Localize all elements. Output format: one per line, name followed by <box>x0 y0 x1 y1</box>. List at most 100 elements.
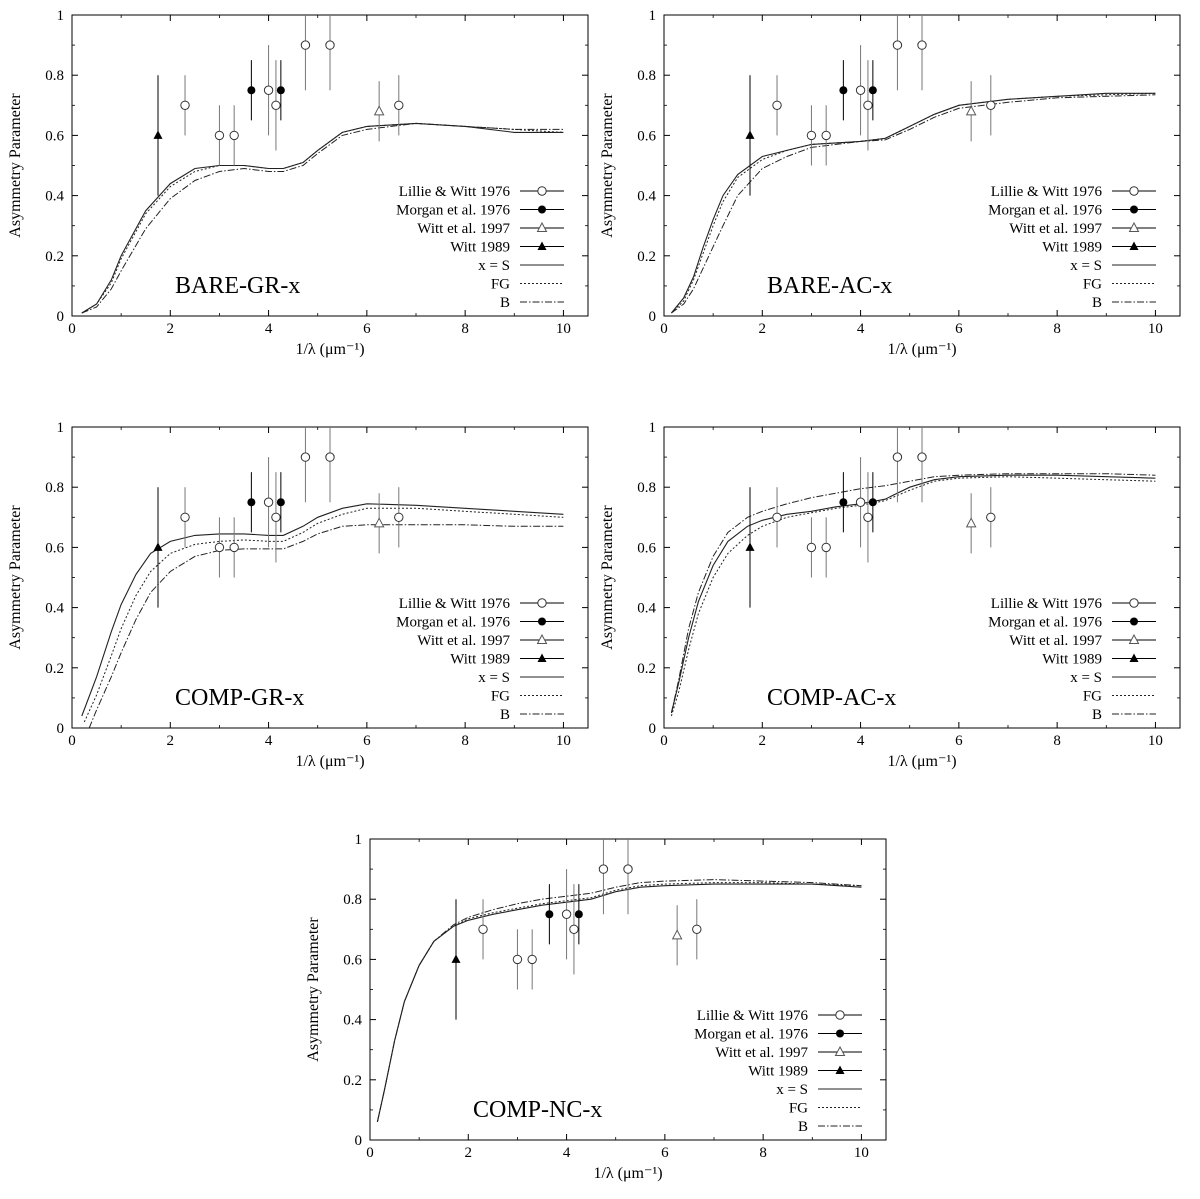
legend-label: Lillie & Witt 1976 <box>991 184 1103 200</box>
chart-panel-5: 0 2 4 6 8 10 0 0.2 0.4 0.6 0.8 1 1/λ (μm⁻¹) Asymmetry… <box>305 832 887 1182</box>
legend-marker <box>537 598 547 608</box>
legend-marker <box>1130 617 1138 626</box>
x-axis-label: 1/λ (μm⁻¹) <box>887 753 956 770</box>
data-point-lillie-witt-1976 <box>229 542 239 553</box>
data-point-lillie-witt-1976 <box>263 497 274 507</box>
x-tick-label: 2 <box>465 1145 473 1161</box>
data-point-lillie-witt-1976 <box>623 864 633 874</box>
x-tick-label: 6 <box>363 733 371 749</box>
y-tick-label: 0 <box>57 309 65 325</box>
legend-label: B <box>1092 707 1102 723</box>
data-point-lillie-witt-1976 <box>271 100 281 111</box>
panel-label: COMP-NC-x <box>473 1097 602 1123</box>
x-axis-label: 1/λ (μm⁻¹) <box>593 1165 662 1182</box>
x-tick-label: 8 <box>1053 733 1061 749</box>
legend-label: Morgan et al. 1976 <box>396 615 510 631</box>
x-tick-label: 6 <box>955 733 963 749</box>
y-tick-label: 0 <box>355 1133 363 1149</box>
data-point-lillie-witt-1976 <box>855 497 866 507</box>
x-tick-label: 4 <box>265 733 273 749</box>
data-point-lillie-witt-1976 <box>394 512 404 522</box>
legend-label: Witt 1989 <box>748 1064 808 1080</box>
legend-marker <box>1128 633 1140 644</box>
chart-panel-3: 0 2 4 6 8 10 0 0.2 0.4 0.6 0.8 1 1/λ (μm⁻¹) Asymmetry… <box>7 420 589 770</box>
data-point-morgan-1976 <box>247 498 256 507</box>
data-point-lillie-witt-1976 <box>806 542 817 553</box>
data-point-lillie-witt-1976 <box>229 130 239 141</box>
data-point-lillie-witt-1976 <box>598 864 609 874</box>
panel-label: BARE-GR-x <box>175 273 300 299</box>
x-tick-label: 4 <box>563 1145 571 1161</box>
y-tick-label: 0.2 <box>637 661 656 677</box>
x-tick-label: 10 <box>1148 733 1163 749</box>
y-tick-label: 0.8 <box>343 892 362 908</box>
x-tick-label: 6 <box>363 321 371 337</box>
legend-label: B <box>500 707 510 723</box>
legend-marker <box>834 1045 846 1056</box>
chart-panel-4: 0 2 4 6 8 10 0 0.2 0.4 0.6 0.8 1 1/λ (μm⁻¹) Asymmetry… <box>599 420 1181 770</box>
y-tick-label: 1 <box>57 420 65 436</box>
legend-label: FG <box>491 689 510 705</box>
data-point-lillie-witt-1976 <box>180 100 190 111</box>
x-tick-label: 10 <box>556 321 571 337</box>
y-tick-label: 0.6 <box>45 540 64 556</box>
legend-label: FG <box>1083 277 1102 293</box>
y-tick-label: 0.8 <box>45 68 64 84</box>
legend-label: Witt et al. 1997 <box>715 1045 808 1061</box>
data-point-lillie-witt-1976 <box>300 452 311 462</box>
legend-label: Lillie & Witt 1976 <box>697 1008 809 1024</box>
legend-label: Witt 1989 <box>1042 652 1102 668</box>
y-tick-label: 0 <box>57 721 65 737</box>
legend-marker <box>538 205 546 214</box>
panel-label: BARE-AC-x <box>767 273 892 299</box>
data-point-witt-1997 <box>373 517 385 528</box>
data-point-lillie-witt-1976 <box>917 452 927 462</box>
legend-marker <box>836 1029 844 1038</box>
legend-marker <box>537 653 547 662</box>
y-tick-label: 0.4 <box>637 189 656 205</box>
y-tick-label: 0.8 <box>45 480 64 496</box>
legend-marker <box>537 241 547 250</box>
legend-marker <box>1128 221 1140 232</box>
y-tick-label: 0.4 <box>45 601 64 617</box>
legend-label: Lillie & Witt 1976 <box>399 596 511 612</box>
y-tick-label: 1 <box>57 8 65 24</box>
series-line-fg <box>83 507 564 723</box>
y-tick-label: 0.2 <box>45 249 64 265</box>
data-point-witt-1989 <box>153 130 163 139</box>
series-line-b <box>81 122 564 314</box>
chart-panel-2: 0 2 4 6 8 10 0 0.2 0.4 0.6 0.8 1 1/λ (μm⁻¹) Asymmetry… <box>599 8 1181 358</box>
x-tick-label: 2 <box>759 321 767 337</box>
legend-label: B <box>1092 295 1102 311</box>
data-point-witt-1997 <box>671 929 683 940</box>
x-axis-label: 1/λ (μm⁻¹) <box>295 341 364 358</box>
y-tick-label: 0.8 <box>637 480 656 496</box>
data-point-lillie-witt-1976 <box>772 100 782 111</box>
data-point-lillie-witt-1976 <box>527 954 537 965</box>
x-tick-label: 0 <box>68 321 76 337</box>
y-axis-label: Asymmetry Parameter <box>599 505 616 650</box>
x-tick-label: 6 <box>661 1145 669 1161</box>
x-tick-label: 10 <box>854 1145 869 1161</box>
legend-label: Morgan et al. 1976 <box>694 1027 808 1043</box>
panel-label: COMP-GR-x <box>175 685 304 711</box>
legend-label: x = S <box>776 1082 808 1098</box>
legend-label: x = S <box>1070 670 1102 686</box>
data-point-lillie-witt-1976 <box>569 924 579 934</box>
series-line-fg <box>670 476 1156 717</box>
data-point-lillie-witt-1976 <box>692 924 702 934</box>
legend-label: Witt et al. 1997 <box>417 633 510 649</box>
data-point-lillie-witt-1976 <box>561 909 572 919</box>
legend-label: Witt 1989 <box>1042 240 1102 256</box>
data-point-lillie-witt-1976 <box>821 130 831 141</box>
legend-marker <box>1129 598 1139 608</box>
x-tick-label: 8 <box>461 733 469 749</box>
data-point-lillie-witt-1976 <box>263 85 274 95</box>
data-point-lillie-witt-1976 <box>892 452 903 462</box>
x-tick-label: 8 <box>461 321 469 337</box>
data-point-morgan-1976 <box>839 498 848 507</box>
legend-label: Morgan et al. 1976 <box>396 203 510 219</box>
y-tick-label: 0.6 <box>343 952 362 968</box>
data-point-lillie-witt-1976 <box>863 512 873 522</box>
